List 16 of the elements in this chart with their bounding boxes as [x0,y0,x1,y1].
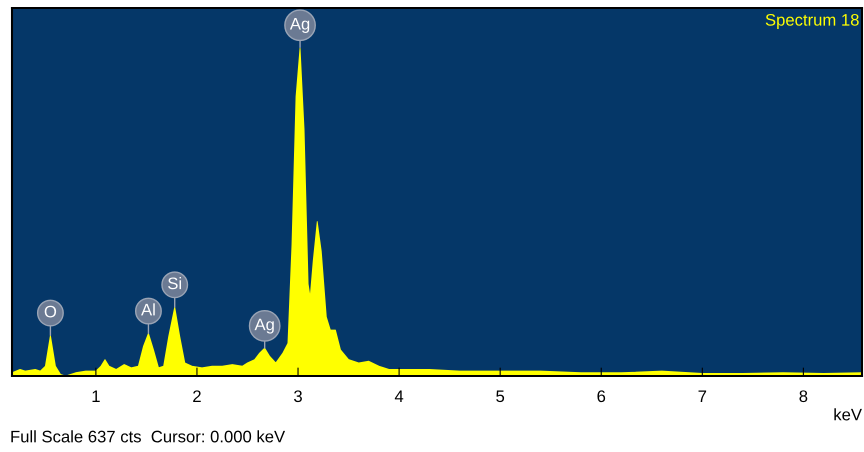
annotation: Ag [254,318,274,334]
annotation: Si [168,277,182,290]
x-tick-label: 6 [597,390,606,402]
text: Full Scale 637 cts Cursor: 0.000 keV [11,430,286,442]
text: Spectrum 18 [766,14,859,30]
x-tick-label: 8 [799,390,808,402]
annotation: Al [141,303,155,316]
x-tick-label: 4 [394,390,404,402]
x-tick-label: 2 [193,390,201,402]
x-tick-label: 5 [496,390,504,402]
x-axis-title: keV [834,408,862,420]
annotation: O [44,306,56,318]
x-tick-label: 1 [92,390,100,402]
annotation: Ag [290,18,310,33]
x-tick-label: 7 [698,390,706,402]
x-tick-label: 3 [294,390,302,402]
